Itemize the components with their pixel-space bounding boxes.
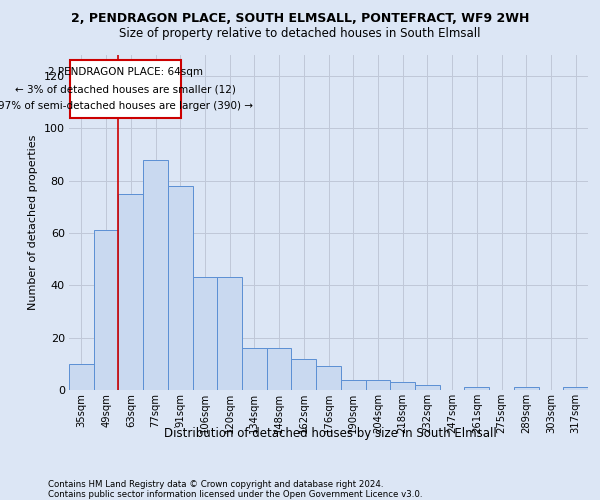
Bar (292, 358, 316, 390)
Text: Size of property relative to detached houses in South Elmsall: Size of property relative to detached ho… (119, 28, 481, 40)
Bar (242, 348, 267, 390)
Text: Distribution of detached houses by size in South Elmsall: Distribution of detached houses by size … (164, 428, 496, 440)
Bar (341, 380, 365, 390)
Text: 2, PENDRAGON PLACE, SOUTH ELMSALL, PONTEFRACT, WF9 2WH: 2, PENDRAGON PLACE, SOUTH ELMSALL, PONTE… (71, 12, 529, 26)
Bar (563, 388, 588, 390)
Text: Contains HM Land Registry data © Crown copyright and database right 2024.: Contains HM Land Registry data © Crown c… (48, 480, 383, 489)
Bar (217, 278, 242, 390)
Text: ← 3% of detached houses are smaller (12): ← 3% of detached houses are smaller (12) (16, 84, 236, 94)
Y-axis label: Number of detached properties: Number of detached properties (28, 135, 38, 310)
Bar (118, 194, 143, 390)
Bar (94, 230, 118, 390)
Text: Contains public sector information licensed under the Open Government Licence v3: Contains public sector information licen… (48, 490, 422, 499)
FancyBboxPatch shape (70, 60, 181, 118)
Bar (143, 160, 168, 390)
Bar (267, 348, 292, 390)
Bar (168, 186, 193, 390)
Text: 2 PENDRAGON PLACE: 64sqm: 2 PENDRAGON PLACE: 64sqm (49, 66, 203, 76)
Bar (464, 388, 489, 390)
Bar (316, 366, 341, 390)
Bar (69, 364, 94, 390)
Bar (415, 385, 440, 390)
Text: 97% of semi-detached houses are larger (390) →: 97% of semi-detached houses are larger (… (0, 102, 253, 112)
Bar (514, 388, 539, 390)
Bar (193, 278, 217, 390)
Bar (365, 380, 390, 390)
Bar (390, 382, 415, 390)
